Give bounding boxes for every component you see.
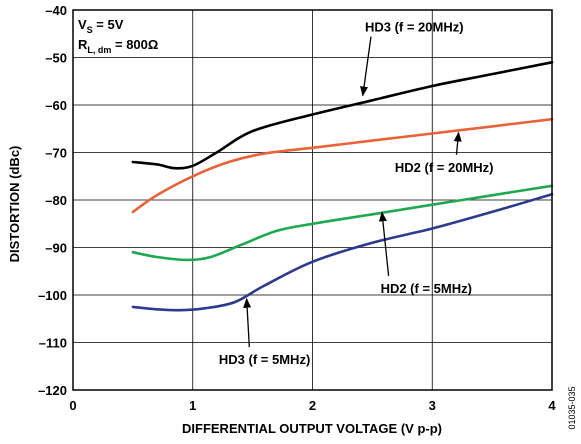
x-tick-label: 0 — [69, 398, 76, 413]
label-hd3-5mhz: HD3 (f = 5MHz) — [219, 352, 310, 367]
y-tick-label: –50 — [45, 51, 67, 66]
hd2-20mhz-line — [131, 117, 554, 214]
annotation-arrow — [378, 211, 390, 276]
y-tick-label: –40 — [45, 3, 67, 18]
y-tick-label: –120 — [38, 383, 67, 398]
tick-labels: 0 1 2 3 4 –40 –50 –60 –70 –80 –90 –100 –110 –120 — [38, 3, 556, 413]
x-tick-label: 1 — [189, 398, 196, 413]
y-tick-label: –60 — [45, 98, 67, 113]
condition-supply-voltage: VS = 5V — [78, 17, 124, 35]
data-series — [131, 61, 554, 312]
x-tick-label: 2 — [309, 398, 316, 413]
y-tick-label: –70 — [45, 146, 67, 161]
y-tick-label: –90 — [45, 241, 67, 256]
figure-id: 01035-035 — [567, 386, 577, 429]
hd3-5mhz-line — [131, 193, 554, 312]
hd3-20mhz-line — [131, 61, 554, 170]
label-hd3-20mhz: HD3 (f = 20MHz) — [365, 20, 464, 35]
y-tick-label: –110 — [39, 336, 67, 351]
x-axis-title: DIFFERENTIAL OUTPUT VOLTAGE (V p-p) — [182, 421, 442, 436]
grid-lines — [73, 10, 552, 390]
annotation-arrow — [360, 36, 372, 97]
condition-load-resistance: RL, dm = 800Ω — [78, 37, 158, 55]
hd2-5mhz-line — [131, 184, 554, 262]
label-hd2-5mhz: HD2 (f = 5MHz) — [381, 281, 472, 296]
annotation-arrow — [453, 131, 462, 155]
y-tick-label: –80 — [45, 193, 67, 208]
y-tick-label: –100 — [38, 288, 67, 303]
annotation-labels: HD3 (f = 20MHz) HD2 (f = 20MHz) HD2 (f = 5… — [219, 20, 494, 368]
plot-frame — [72, 9, 553, 391]
annotation-arrow — [243, 297, 252, 348]
x-tick-label: 4 — [548, 398, 556, 413]
x-tick-label: 3 — [429, 398, 436, 413]
label-hd2-20mhz: HD2 (f = 20MHz) — [395, 160, 494, 175]
annotation-arrows — [243, 36, 462, 348]
y-axis-title: DISTORTION (dBc) — [7, 146, 22, 263]
